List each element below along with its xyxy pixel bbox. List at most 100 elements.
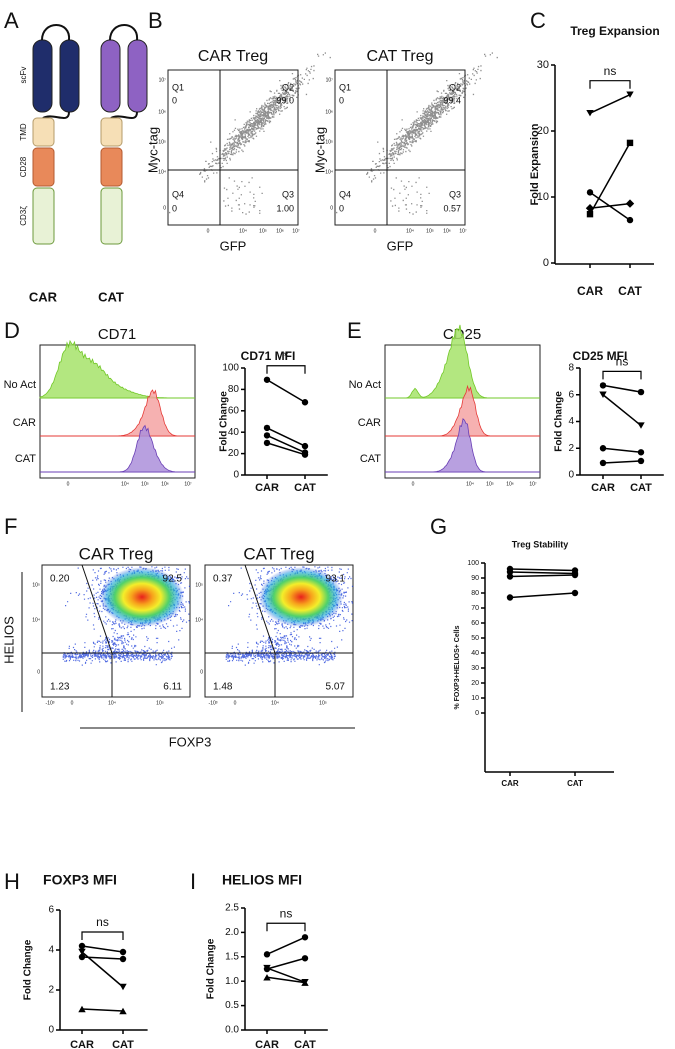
pair-line (266, 427, 306, 447)
marker (263, 439, 271, 447)
panel-letter: D (4, 318, 20, 343)
marker (626, 91, 634, 98)
annotation: ns (616, 355, 629, 369)
chart-title: FOXP3 MFI (43, 872, 117, 888)
pair-line (266, 957, 306, 970)
x-tick-label: 0 (234, 700, 237, 706)
quadrant-name: Q2 (282, 82, 294, 92)
linker (109, 24, 139, 120)
x-tick-label: 10⁴ (108, 700, 116, 706)
construct-label: CAR (29, 289, 58, 304)
y-tick-label: 100 (467, 560, 479, 567)
y-axis-label: Fold Change (219, 391, 230, 452)
quadrant-value: 1.23 (50, 682, 70, 693)
y-tick-label: 8 (568, 363, 574, 374)
panel-letter: H (4, 869, 20, 894)
x-tick-label: 10⁴ (121, 481, 129, 487)
marker (78, 942, 86, 950)
panel-letter: B (148, 8, 163, 33)
y-tick-label: 0 (568, 470, 574, 481)
marker (301, 934, 309, 941)
marker (263, 974, 271, 981)
quadrant-value: 92.5 (163, 574, 183, 585)
y-tick-label: 2.0 (225, 927, 239, 938)
row-label: CAT (15, 453, 36, 465)
row-label: CAR (13, 417, 36, 429)
x-tick-label: 10⁵ (426, 228, 434, 234)
y-tick-label: 1.5 (225, 951, 239, 962)
pair-line (81, 945, 124, 953)
y-tick-label: 50 (471, 635, 479, 642)
scfv-domain (32, 39, 53, 113)
y-tick-label: 10⁵ (325, 139, 333, 145)
significance-bracket (602, 370, 642, 380)
domain-label: CD28 (19, 156, 28, 177)
marker (626, 139, 634, 147)
marker (586, 210, 594, 218)
row-label: CAR (358, 417, 381, 429)
x-tick-label: 0 (67, 481, 70, 487)
plot-frame (167, 69, 299, 226)
marker (637, 388, 645, 396)
y-tick-label: 70 (471, 605, 479, 612)
annotation: ns (280, 906, 293, 920)
y-tick-label: 10⁷ (159, 77, 167, 83)
x-tick-label: CAT (567, 779, 583, 788)
pair-line (602, 384, 642, 393)
gate (42, 564, 190, 697)
x-tick-label: 10⁷ (459, 228, 467, 234)
annotation: * (284, 349, 289, 363)
histogram (385, 418, 540, 473)
x-tick-label: 10⁴ (406, 228, 414, 234)
x-tick-label: CAR (577, 284, 603, 298)
x-tick-label: 10⁷ (292, 228, 300, 234)
panel-letter: E (347, 318, 362, 343)
x-tick-label: 0 (374, 228, 377, 234)
density (259, 567, 343, 627)
y-tick-label: 0 (37, 669, 40, 675)
panel-letter: F (4, 514, 17, 539)
domain-label: TMD (19, 123, 28, 141)
pair-line (266, 967, 306, 983)
marker (571, 589, 579, 597)
y-tick-label: 10⁵ (195, 582, 203, 588)
domain-label: CD3ζ (19, 206, 28, 226)
x-tick-label: -10³ (209, 700, 218, 706)
y-tick-label: 40 (228, 427, 240, 438)
y-axis-label: Fold Change (206, 938, 217, 999)
marker (506, 568, 514, 576)
plot-frame (41, 564, 191, 698)
y-tick-label: 2 (568, 443, 574, 454)
quadrant-name: Q1 (339, 82, 351, 92)
pair-line (589, 202, 631, 209)
chart-title: Treg Expansion (570, 24, 659, 38)
x-tick-label: 10⁵ (141, 481, 149, 487)
tmd-domain (32, 117, 55, 147)
y-tick-label: 20 (471, 680, 479, 687)
marker (637, 422, 645, 429)
y-tick-label: 10⁴ (195, 617, 203, 623)
significance-bracket (81, 931, 124, 940)
plot-frame (334, 69, 466, 226)
pair-line (509, 574, 576, 578)
marker (599, 382, 607, 389)
cd3z-domain (32, 187, 55, 245)
panel-letter: I (190, 869, 196, 894)
chart-title: Treg Stability (512, 539, 569, 549)
quadrant-value: 5.07 (326, 682, 346, 693)
y-tick-label: 20 (537, 125, 549, 137)
quadrant-value: 0.37 (213, 574, 233, 585)
pair-line (266, 434, 306, 454)
significance-bracket (266, 922, 306, 932)
x-tick-label: CAR (591, 482, 615, 494)
histogram (40, 389, 195, 437)
cd28-domain (100, 147, 123, 187)
y-tick-label: 60 (228, 405, 240, 416)
histogram (385, 324, 540, 399)
x-tick-label: CAT (294, 1039, 316, 1049)
pair-line (602, 447, 642, 454)
marker (599, 459, 607, 467)
pair-line (266, 936, 306, 956)
x-tick-label: 10⁵ (319, 700, 327, 706)
